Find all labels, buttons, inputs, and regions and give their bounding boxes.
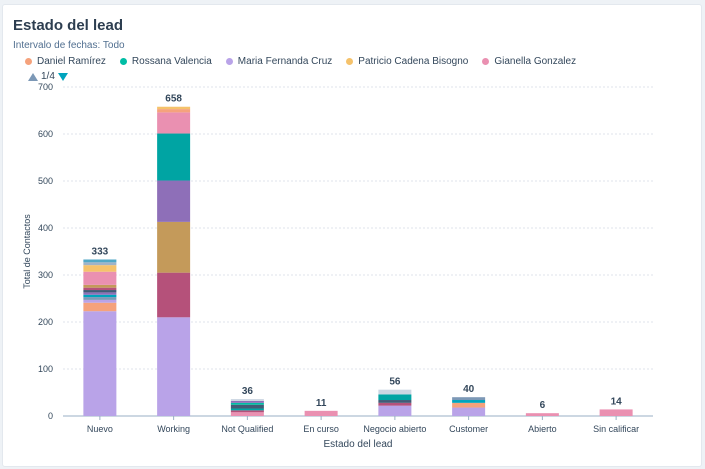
- bar-segment: [378, 400, 412, 403]
- date-range-label: Intervalo de fechas:: [13, 40, 101, 51]
- legend-prev-page-icon[interactable]: [28, 72, 38, 81]
- legend-next-page-icon[interactable]: [57, 72, 68, 81]
- legend-dot-icon: [346, 58, 354, 65]
- bar-segment: [378, 402, 412, 406]
- legend-dot-icon: [25, 58, 32, 65]
- bar-segment: [230, 408, 264, 411]
- bar-segment: [83, 262, 117, 266]
- x-axis-title: Estado del lead: [324, 439, 393, 450]
- legend-page-indicator: 1/4: [41, 71, 55, 82]
- date-range-filter[interactable]: Intervalo de fechas: Todo: [13, 40, 125, 51]
- bar-segment: [230, 402, 264, 405]
- bar-segment: [83, 271, 117, 285]
- legend-item-rossana-valencia[interactable]: Rossana Valencia: [119, 56, 212, 67]
- legend-dot-icon: [225, 58, 233, 65]
- chart-card: Estado del lead Intervalo de fechas: Tod…: [2, 4, 702, 467]
- bar-segment: [83, 290, 117, 293]
- bar-segment: [452, 397, 486, 401]
- legend-label: Patricio Cadena Bisogno: [358, 56, 469, 67]
- x-tick-label: Abierto: [528, 424, 557, 434]
- x-tick-label: Negocio abierto: [363, 424, 426, 434]
- bar-segment: [525, 413, 559, 416]
- bar-segment: [83, 299, 117, 303]
- legend-item-patricio-cadena-bisogno[interactable]: Patricio Cadena Bisogno: [346, 56, 468, 67]
- legend-dot-icon: [119, 58, 127, 65]
- bar-segment: [157, 221, 191, 273]
- x-tick-label: Nuevo: [87, 424, 113, 434]
- bar-segment: [83, 302, 117, 312]
- y-tick-label: 300: [38, 270, 53, 280]
- bar-total-label: 11: [316, 398, 327, 409]
- bar-segment: [83, 284, 117, 288]
- bar-total-label: 658: [165, 94, 182, 105]
- bar-segment: [83, 292, 117, 295]
- bar-segment: [157, 317, 191, 416]
- legend-item-maria-fernanda-cruz[interactable]: Maria Fernanda Cruz: [225, 56, 333, 67]
- legend-label: Maria Fernanda Cruz: [237, 56, 333, 67]
- legend-item-daniel-ramirez[interactable]: Daniel Ramírez: [25, 56, 106, 67]
- legend-dot-icon: [482, 58, 490, 65]
- y-tick-label: 600: [38, 129, 53, 139]
- legend-pager: 1/4: [28, 71, 68, 82]
- legend-label: Gianella Gonzalez: [494, 56, 577, 67]
- y-tick-label: 200: [38, 317, 53, 327]
- chart-legend: Daniel Ramírez Rossana Valencia Maria Fe…: [25, 56, 590, 67]
- bar-segment: [157, 272, 191, 318]
- bar-segment: [599, 409, 633, 416]
- bar-segment: [378, 389, 412, 395]
- bar-segment: [83, 265, 117, 272]
- bar-total-label: 6: [540, 400, 546, 411]
- bar-total-label: 36: [242, 386, 254, 397]
- y-tick-label: 500: [38, 176, 53, 186]
- bar-segment: [157, 109, 191, 113]
- bar-segment: [83, 297, 117, 300]
- y-tick-label: 700: [38, 82, 53, 92]
- x-tick-label: Working: [157, 424, 190, 434]
- bar-total-label: 56: [389, 377, 401, 388]
- bar-segment: [452, 407, 486, 416]
- bar-total-label: 40: [463, 384, 475, 395]
- bar-segment: [83, 259, 117, 263]
- bar-segment: [83, 294, 117, 298]
- bar-segment: [83, 311, 117, 416]
- bar-segment: [230, 412, 264, 416]
- bar-segment: [452, 402, 486, 408]
- y-axis-title: Total de Contactos: [22, 214, 32, 289]
- bar-total-label: 333: [92, 246, 109, 257]
- bar-total-label: 14: [611, 396, 623, 407]
- x-tick-label: Not Qualified: [221, 424, 273, 434]
- bar-segment: [157, 106, 191, 110]
- bar-segment: [157, 180, 191, 222]
- date-range-value: Todo: [102, 40, 125, 51]
- y-tick-label: 0: [48, 411, 53, 421]
- bar-segment: [230, 404, 264, 409]
- bar-segment: [452, 400, 486, 403]
- bar-segment: [157, 112, 191, 134]
- legend-label: Daniel Ramírez: [37, 56, 106, 67]
- bar-segment: [157, 133, 191, 181]
- y-tick-label: 100: [38, 364, 53, 374]
- x-tick-label: Sin calificar: [593, 424, 639, 434]
- x-tick-label: En curso: [303, 424, 339, 434]
- chart-title: Estado del lead: [13, 17, 124, 34]
- legend-item-gianella-gonzalez[interactable]: Gianella Gonzalez: [482, 56, 576, 67]
- bar-segment: [230, 410, 264, 413]
- bar-segment: [378, 405, 412, 416]
- bar-segment: [304, 410, 338, 416]
- bar-segment: [378, 394, 412, 401]
- y-tick-label: 400: [38, 223, 53, 233]
- legend-label: Rossana Valencia: [131, 56, 212, 67]
- bar-segment: [230, 400, 264, 403]
- bar-segment: [230, 399, 264, 401]
- x-tick-label: Customer: [449, 424, 488, 434]
- bar-segment: [83, 287, 117, 291]
